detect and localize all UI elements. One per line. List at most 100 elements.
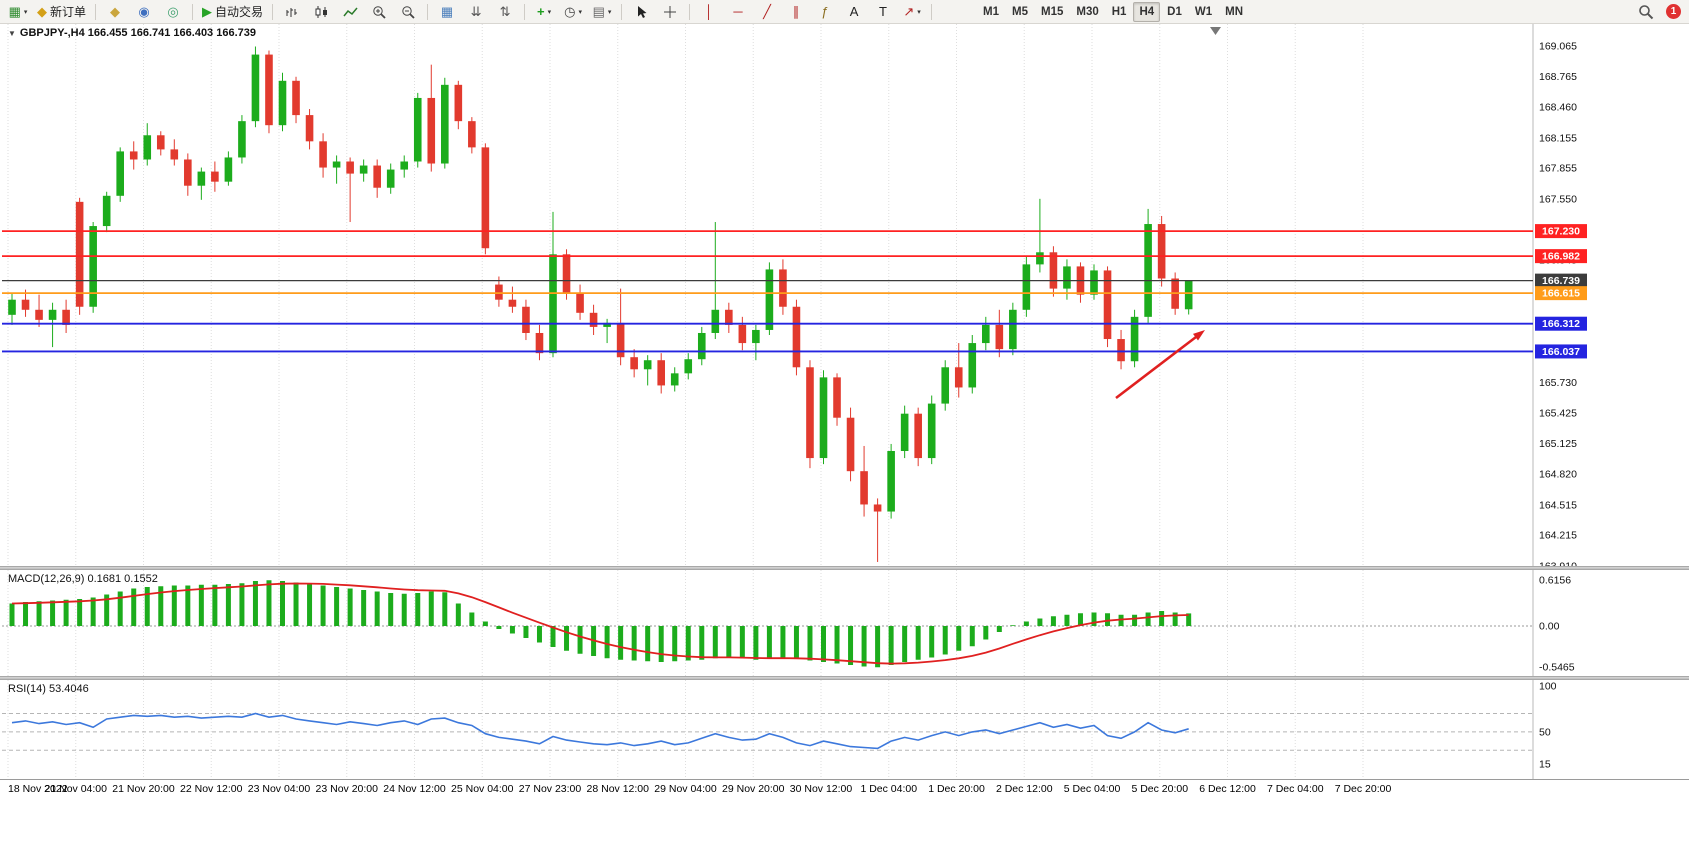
macd-axis-label: -0.5465 bbox=[1539, 662, 1575, 674]
candle-body bbox=[846, 417, 855, 472]
candle-body bbox=[1144, 224, 1152, 317]
time-label: 2 Dec 12:00 bbox=[995, 783, 1053, 795]
price-tag-label: 166.739 bbox=[1542, 275, 1580, 287]
candle-body bbox=[1117, 339, 1125, 362]
candle-body bbox=[62, 309, 70, 325]
time-label: 23 Nov 04:00 bbox=[247, 783, 311, 795]
time-label: 23 Nov 20:00 bbox=[315, 783, 378, 795]
macd-axis-label: 0.00 bbox=[1539, 621, 1560, 633]
candle-body bbox=[549, 254, 557, 354]
arrange-windows-button[interactable]: ⇅ bbox=[491, 1, 519, 23]
candle-body bbox=[35, 309, 43, 320]
tab-timeframe-m5[interactable]: M5 bbox=[1012, 5, 1028, 18]
fibonacci-tool-button[interactable]: ƒ bbox=[811, 1, 839, 23]
candle-body bbox=[643, 360, 652, 370]
pane-separator[interactable] bbox=[0, 566, 1689, 570]
channel-tool-button[interactable]: ∥ bbox=[782, 1, 810, 23]
candle-body bbox=[441, 84, 449, 164]
price-chart[interactable]: 169.065 168.765 168.460 168.155 167.855 167.5… bbox=[0, 24, 1689, 566]
tab-timeframe-h4[interactable]: H4 bbox=[1133, 1, 1161, 22]
vertical-line-tool-button[interactable]: │ bbox=[695, 1, 723, 23]
candle-body bbox=[725, 309, 733, 325]
candle-body bbox=[427, 97, 436, 164]
candle-body bbox=[265, 54, 273, 126]
rsi-indicator-pane[interactable]: 100 50 15 bbox=[0, 680, 1689, 779]
bar-chart-button[interactable] bbox=[278, 1, 306, 23]
crosshair-button[interactable] bbox=[656, 1, 684, 23]
toolbar-right: 1 bbox=[1632, 1, 1685, 23]
arrows-tool-button[interactable]: ↗ ▾ bbox=[898, 1, 926, 23]
candle-body bbox=[657, 360, 665, 386]
candle-body bbox=[292, 80, 300, 116]
tab-timeframe-w1[interactable]: W1 bbox=[1194, 5, 1213, 18]
notification-badge[interactable]: 1 bbox=[1666, 4, 1681, 19]
navigator-button[interactable]: ◎ bbox=[159, 1, 187, 23]
candle-body bbox=[89, 226, 97, 307]
cursor-button[interactable] bbox=[627, 1, 655, 23]
tab-timeframe-m30[interactable]: M30 bbox=[1076, 5, 1099, 18]
candle-body bbox=[522, 306, 530, 333]
candle-body bbox=[968, 343, 977, 388]
price-axis-label: 168.765 bbox=[1539, 71, 1577, 83]
price-axis-label: 167.550 bbox=[1539, 193, 1577, 205]
new-order-button[interactable]: ◆ 新订单 bbox=[33, 1, 90, 23]
data-window-button[interactable]: ◉ bbox=[130, 1, 158, 23]
zoom-out-button[interactable] bbox=[394, 1, 422, 23]
new-chart-button[interactable]: ▦ ▾ bbox=[4, 1, 32, 23]
time-label: 29 Nov 20:00 bbox=[722, 783, 785, 795]
candle-body bbox=[684, 359, 693, 374]
candle-body bbox=[1063, 266, 1071, 289]
auto-trading-button[interactable]: ▶ 自动交易 bbox=[198, 1, 267, 23]
channel-icon: ∥ bbox=[792, 4, 800, 19]
candle-chart-button[interactable] bbox=[307, 1, 335, 23]
caret-down-icon: ▾ bbox=[547, 8, 552, 16]
market-watch-button[interactable]: ◆ bbox=[101, 1, 129, 23]
tab-timeframe-h1[interactable]: H1 bbox=[1111, 5, 1127, 18]
periods-button[interactable]: ◷ ▾ bbox=[559, 1, 587, 23]
line-chart-button[interactable] bbox=[336, 1, 364, 23]
candle-body bbox=[576, 292, 584, 313]
tab-timeframe-m1[interactable]: M1 bbox=[983, 5, 1000, 18]
time-label: 7 Dec 04:00 bbox=[1266, 783, 1324, 795]
candle-body bbox=[1049, 252, 1058, 289]
caret-down-icon: ▾ bbox=[578, 8, 582, 16]
time-label: 22 Nov 12:00 bbox=[180, 783, 243, 795]
zoom-in-button[interactable] bbox=[365, 1, 393, 23]
macd-indicator-pane[interactable]: 0.6156 0.00 -0.5465 bbox=[0, 570, 1689, 676]
price-axis-label: 167.855 bbox=[1539, 163, 1577, 175]
candle-body bbox=[386, 169, 395, 188]
label-tool-button[interactable]: T bbox=[869, 1, 897, 23]
trendline-tool-button[interactable]: ╱ bbox=[753, 1, 781, 23]
text-tool-button[interactable]: A bbox=[840, 1, 868, 23]
candle-body bbox=[589, 312, 598, 327]
tab-timeframe-m15[interactable]: M15 bbox=[1041, 5, 1064, 18]
candle-body bbox=[332, 161, 341, 168]
candle-body bbox=[278, 80, 287, 126]
price-tag bbox=[1535, 273, 1587, 288]
tile-windows-button[interactable]: ▦ bbox=[433, 1, 461, 23]
toolbar-separator bbox=[524, 3, 526, 20]
toolbar: ▦ ▾ ◆ 新订单 ◆ ◉ ◎ ▶ 自动交易 ▦ bbox=[0, 0, 1689, 24]
candle-body bbox=[1009, 309, 1017, 350]
tab-timeframe-mn[interactable]: MN bbox=[1225, 5, 1243, 18]
pane-separator[interactable] bbox=[0, 676, 1689, 680]
trend-arrow-annotation[interactable] bbox=[1115, 330, 1205, 400]
candle-body bbox=[806, 367, 814, 459]
toolbar-separator bbox=[192, 3, 194, 20]
macd-signal-line bbox=[11, 582, 1189, 665]
grid-layer bbox=[7, 24, 1364, 566]
bar-chart-icon bbox=[286, 7, 297, 17]
candle-body bbox=[982, 324, 990, 344]
price-axis-label: 164.215 bbox=[1539, 530, 1577, 542]
candle-body bbox=[481, 147, 490, 249]
search-button[interactable] bbox=[1632, 1, 1660, 23]
cascade-windows-button[interactable]: ⇊ bbox=[462, 1, 490, 23]
indicators-button[interactable]: + ▾ bbox=[530, 1, 558, 23]
templates-button[interactable]: ▤ ▾ bbox=[588, 1, 616, 23]
candle-body bbox=[670, 373, 679, 386]
horizontal-line-tool-button[interactable]: ─ bbox=[724, 1, 752, 23]
time-axis[interactable]: 18 Nov 2022 21 Nov 04:00 21 Nov 20:00 22 No… bbox=[0, 779, 1689, 800]
tile-windows-icon: ▦ bbox=[440, 4, 454, 19]
tab-timeframe-d1[interactable]: D1 bbox=[1167, 5, 1182, 18]
candle-body bbox=[75, 201, 84, 307]
